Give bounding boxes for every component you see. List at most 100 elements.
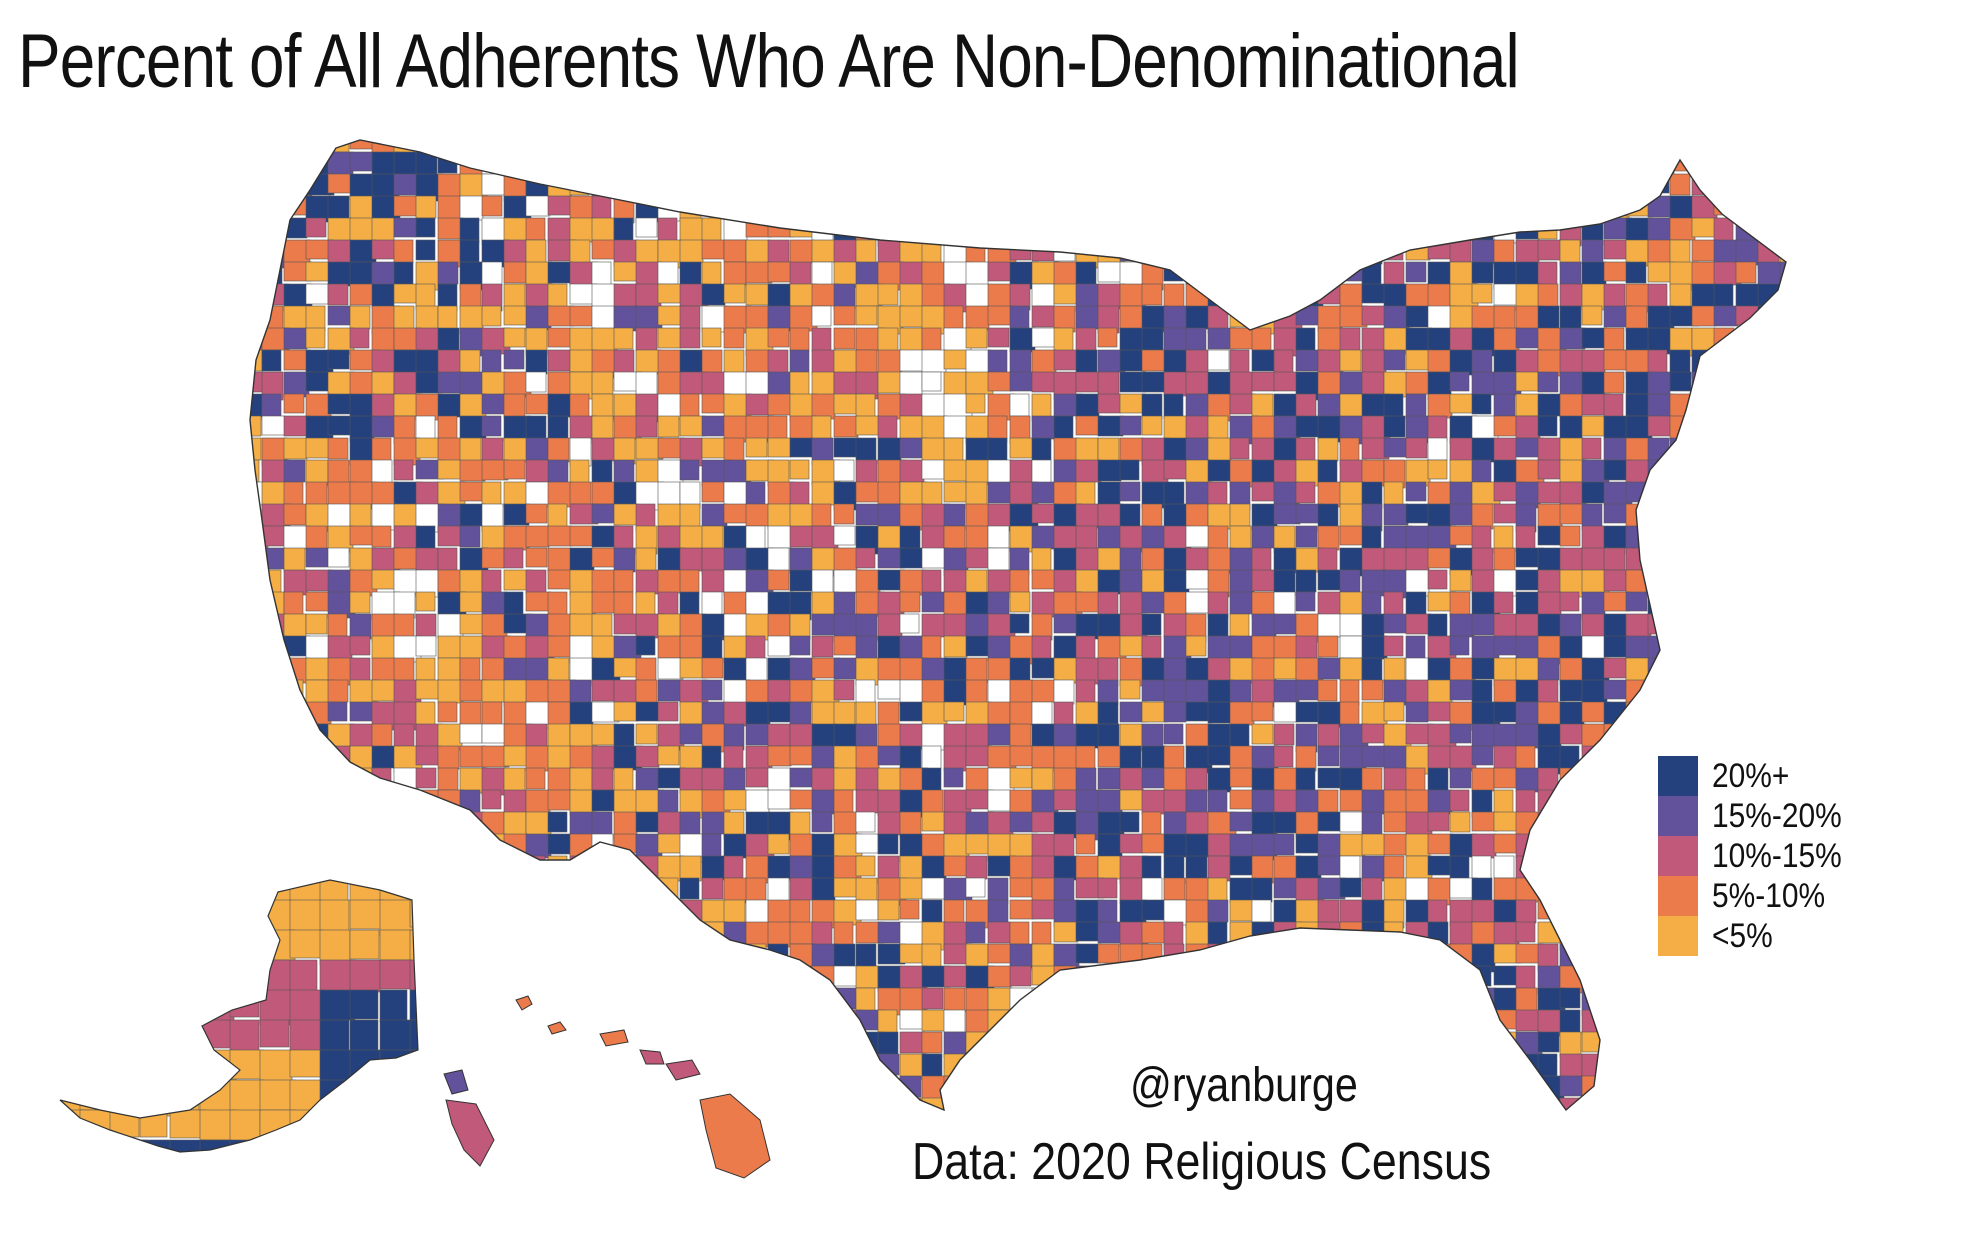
legend-label: 15%-20% — [1712, 796, 1842, 835]
county — [833, 877, 859, 898]
county — [327, 283, 349, 306]
county — [1141, 415, 1163, 436]
county — [965, 1097, 987, 1110]
county — [349, 811, 370, 835]
county — [1515, 811, 1542, 836]
legend-swatch — [1658, 876, 1698, 916]
county — [899, 1009, 926, 1030]
county — [635, 349, 662, 375]
county — [1603, 1009, 1630, 1030]
county — [723, 151, 747, 172]
county — [569, 1009, 592, 1030]
county — [1383, 1097, 1405, 1110]
county — [1295, 525, 1318, 548]
county — [833, 283, 856, 310]
county — [349, 899, 385, 930]
county — [60, 959, 78, 995]
county — [987, 217, 1011, 239]
county — [283, 140, 311, 157]
county — [437, 921, 464, 951]
county — [1207, 1009, 1237, 1036]
county — [1779, 459, 1786, 482]
county — [1141, 173, 1170, 202]
county — [1449, 459, 1474, 485]
county — [921, 415, 948, 443]
county — [525, 569, 547, 595]
county — [1603, 855, 1628, 876]
county — [1361, 1031, 1391, 1053]
county — [503, 437, 529, 463]
county — [1691, 569, 1718, 595]
county — [679, 261, 702, 288]
county — [1779, 525, 1786, 555]
county — [723, 261, 747, 286]
data-source: Data: 2020 Religious Census — [912, 1133, 1492, 1191]
county — [591, 547, 617, 568]
county — [1449, 217, 1474, 239]
county — [1603, 723, 1624, 753]
county — [1273, 701, 1299, 723]
county — [1735, 547, 1756, 574]
county — [1273, 173, 1300, 194]
county — [305, 613, 328, 635]
county — [1251, 1009, 1274, 1038]
county — [1625, 415, 1653, 443]
county — [987, 987, 1014, 1011]
county — [921, 591, 945, 613]
county — [1317, 217, 1343, 239]
county — [921, 899, 943, 924]
county — [1273, 393, 1301, 419]
county — [437, 195, 462, 220]
county — [283, 723, 307, 751]
county — [723, 987, 749, 1008]
county — [327, 305, 352, 326]
county — [1383, 877, 1408, 901]
county — [1361, 855, 1385, 882]
county — [139, 880, 169, 903]
county — [1119, 283, 1146, 307]
county — [1449, 635, 1470, 656]
county — [327, 569, 354, 594]
county — [1647, 547, 1669, 573]
county — [1537, 547, 1564, 571]
county — [1097, 591, 1119, 616]
county — [1779, 327, 1786, 349]
county — [1141, 855, 1162, 881]
county — [1493, 987, 1519, 1011]
county — [1031, 151, 1053, 174]
county — [1713, 349, 1741, 376]
county — [1537, 173, 1562, 200]
county — [1163, 195, 1184, 219]
county — [250, 679, 261, 701]
county — [1075, 525, 1098, 551]
county — [415, 943, 445, 966]
county — [1075, 305, 1099, 330]
county — [635, 877, 664, 902]
county — [1537, 657, 1560, 681]
county — [1383, 503, 1409, 526]
county — [1273, 371, 1298, 392]
county — [855, 965, 879, 989]
county — [1449, 173, 1470, 199]
county — [855, 349, 878, 375]
county — [1383, 261, 1405, 288]
county — [1053, 217, 1074, 244]
county — [1691, 1097, 1719, 1110]
county — [1625, 635, 1650, 659]
county — [1075, 140, 1104, 151]
county — [789, 679, 814, 703]
county — [1581, 943, 1603, 968]
county — [1735, 723, 1760, 753]
county — [459, 525, 481, 548]
county — [1251, 481, 1275, 502]
county — [1207, 283, 1233, 307]
county — [415, 1031, 443, 1057]
county — [1317, 679, 1338, 702]
county — [613, 679, 640, 707]
county — [1691, 481, 1719, 503]
county — [745, 437, 768, 458]
county — [1163, 239, 1189, 269]
county — [459, 745, 486, 768]
county — [1339, 371, 1366, 395]
county — [789, 195, 817, 222]
